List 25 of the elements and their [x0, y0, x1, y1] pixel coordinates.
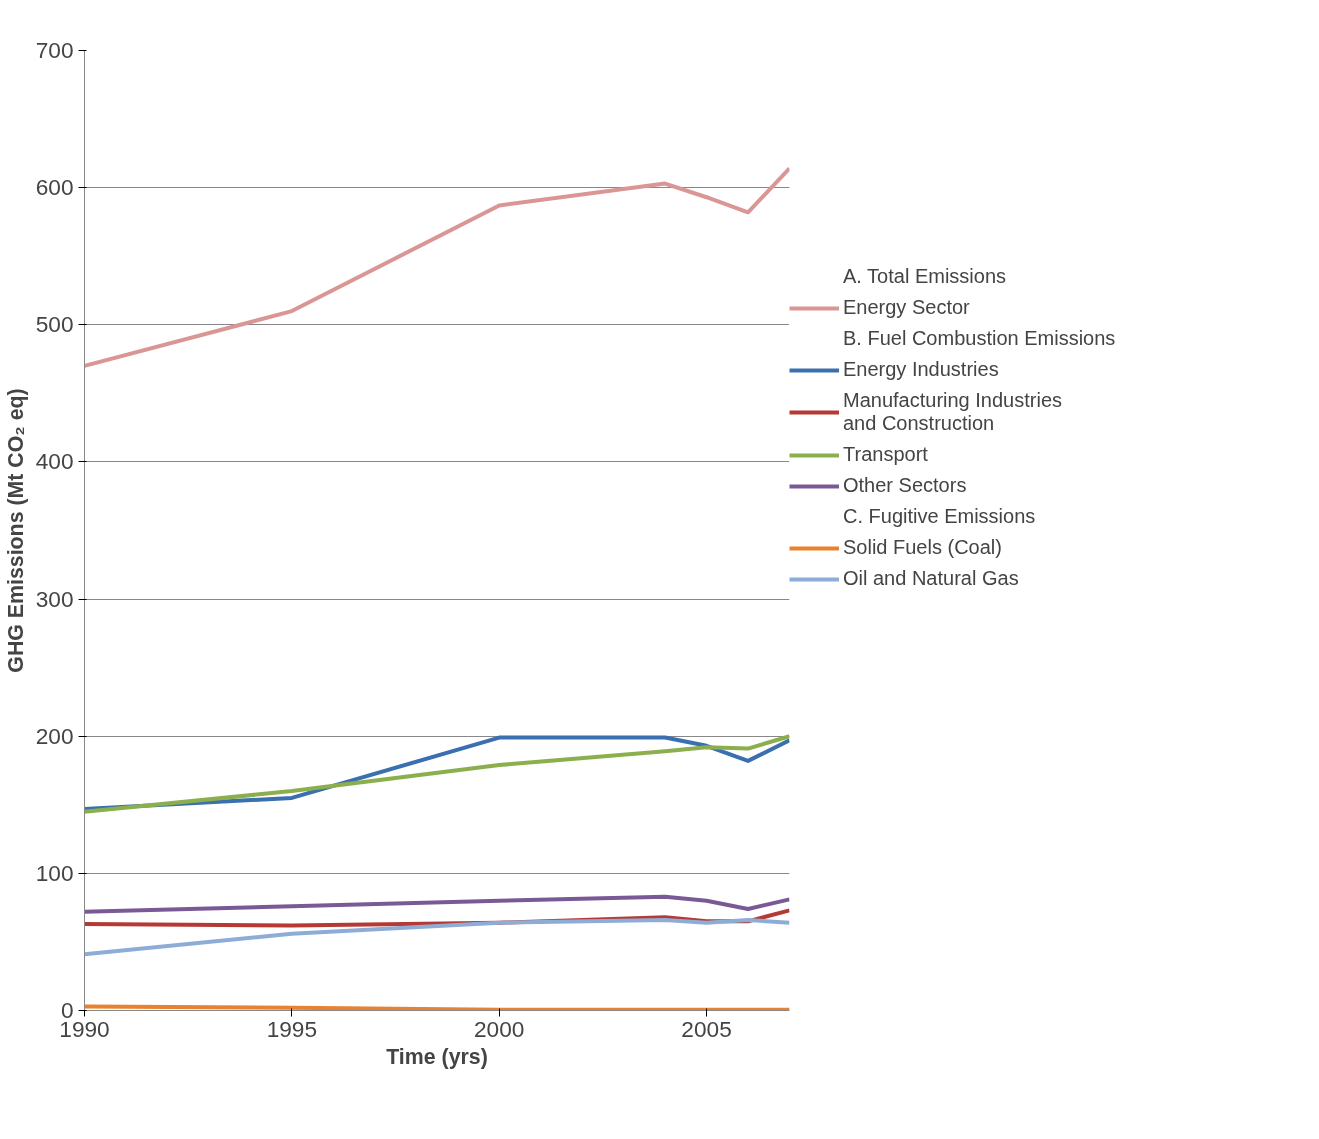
- y-tick-label: 600: [35, 174, 74, 201]
- text: B. Fuel Combustion Emissions: [843, 327, 1116, 350]
- legend-label: Oil and Natural Gas: [843, 567, 1019, 590]
- y-tick-label: 100: [35, 859, 74, 886]
- y-tick-label: 700: [35, 37, 74, 63]
- x-tick-label: 1995: [266, 1015, 318, 1042]
- legend-label: Energy Sector: [843, 296, 970, 319]
- y-tick-label: 200: [35, 722, 74, 749]
- y-axis-title: GHG Emissions (Mt CO₂ eq): [3, 388, 28, 673]
- line-series: [84, 917, 790, 957]
- legend-label: Transport: [843, 443, 928, 466]
- legend-label: Energy Industries: [843, 358, 999, 381]
- legend-label: Solid Fuels (Coal): [843, 536, 1002, 559]
- text: C. Fugitive Emissions: [843, 505, 1036, 528]
- line-series: [84, 166, 790, 368]
- text: A. Total Emissions: [843, 265, 1007, 288]
- y-tick-label: 300: [35, 585, 74, 612]
- y-tick-label: 400: [35, 448, 74, 475]
- legend-label: Other Sectors: [843, 474, 967, 497]
- legend-label: Manufacturing Industries and Construction: [843, 389, 1063, 435]
- line-series: [84, 894, 790, 914]
- y-tick-label: 500: [35, 311, 74, 338]
- x-tick-label: 2000: [474, 1015, 525, 1042]
- x-axis-title: Time (yrs): [386, 1044, 488, 1069]
- x-tick-label: 2005: [681, 1015, 732, 1042]
